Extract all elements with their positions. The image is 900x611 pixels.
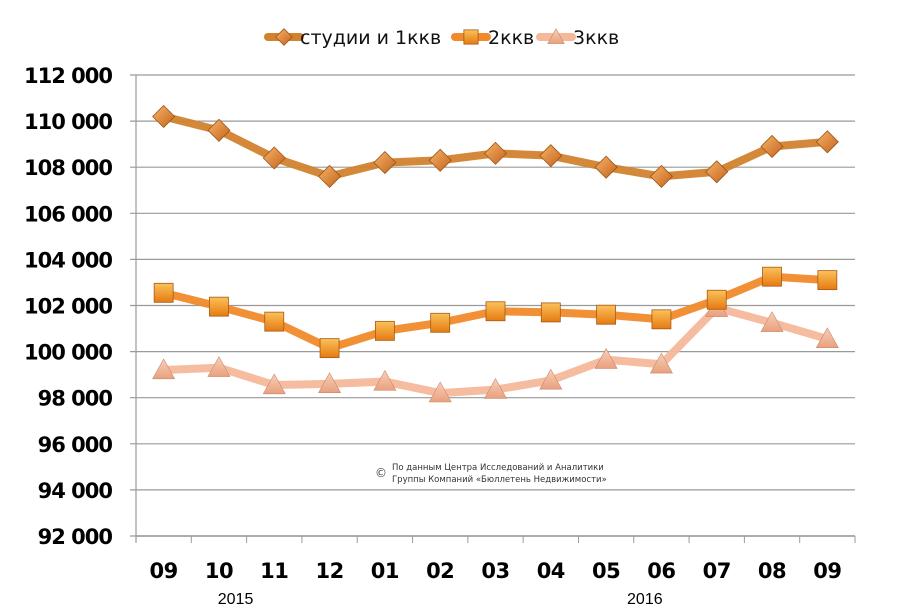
x-tick-label: 12 (315, 559, 343, 583)
data-point (428, 381, 452, 403)
y-tick-label: 106 000 (24, 202, 112, 226)
data-point (649, 352, 673, 374)
data-point (318, 372, 342, 393)
data-point (262, 373, 286, 395)
series-2 (153, 266, 838, 359)
annotation-line-2: Группы Компаний «Бюллетень Недвижимости» (392, 475, 607, 485)
legend-label: 2ккв (488, 27, 534, 49)
data-point (319, 338, 340, 359)
data-point (485, 301, 506, 322)
x-tick-label: 09 (150, 559, 178, 583)
data-point (318, 164, 342, 188)
data-point (430, 312, 451, 333)
legend-item: 2ккв (451, 27, 534, 49)
data-point (153, 282, 174, 303)
annotation-line-1: По данным Центра Исследований и Аналитик… (392, 463, 604, 473)
x-tick-label: 07 (703, 559, 731, 583)
data-point (262, 146, 286, 170)
copyright-symbol: © (375, 466, 387, 480)
x-tick-label: 06 (647, 559, 675, 583)
legend-label: 3ккв (573, 27, 619, 49)
y-tick-label: 92 000 (38, 525, 113, 549)
y-tick-label: 96 000 (38, 433, 113, 457)
data-point (373, 369, 397, 391)
x-tick-label: 05 (592, 559, 620, 583)
y-tick-label: 98 000 (38, 387, 113, 411)
data-point (651, 309, 672, 330)
data-point (428, 148, 452, 172)
data-point (760, 134, 784, 159)
data-point (209, 296, 229, 317)
legend-item: студии и 1ккв (264, 27, 441, 49)
x-tick-label: 02 (426, 559, 454, 583)
data-point (152, 358, 176, 380)
data-point (483, 378, 508, 399)
data-point (540, 302, 561, 323)
x-tick-label: 01 (371, 559, 399, 583)
data-point (152, 104, 176, 129)
data-point (649, 164, 673, 188)
data-point (264, 311, 285, 332)
x-tick-label: 03 (481, 559, 509, 583)
year-label: 2016 (627, 591, 663, 608)
year-labels: 2015 2016 (218, 591, 663, 608)
x-tick-label: 08 (758, 559, 786, 583)
y-tick-label: 112 000 (24, 64, 112, 88)
data-point (762, 266, 782, 287)
data-point (373, 151, 397, 175)
series-group (152, 104, 839, 403)
y-axis-ticks: 92 000 94 000 96 000 98 000 100 000 102 000 10… (24, 64, 113, 549)
data-point (760, 311, 784, 332)
x-tick-label: 04 (537, 559, 565, 583)
legend: студии и 1ккв 2ккв 3ккв (264, 27, 619, 49)
data-point (594, 348, 618, 369)
year-label: 2015 (218, 591, 254, 608)
y-tick-label: 108 000 (24, 156, 112, 180)
y-tick-label: 94 000 (38, 479, 113, 503)
data-point (207, 118, 231, 142)
x-tick-label: 11 (260, 559, 288, 583)
axes (135, 75, 856, 543)
x-axis-ticks: 09 10 11 12 01 02 03 04 05 06 07 08 09 (150, 559, 842, 583)
legend-item: 3ккв (536, 27, 619, 49)
legend-marker (547, 28, 565, 44)
y-tick-label: 104 000 (24, 248, 112, 272)
data-point (539, 144, 563, 168)
data-point (815, 327, 839, 349)
data-point (539, 368, 563, 390)
x-tick-label: 09 (813, 559, 841, 583)
legend-marker (275, 28, 293, 46)
y-tick-label: 102 000 (24, 295, 112, 319)
y-tick-label: 110 000 (24, 110, 112, 134)
data-point (817, 270, 838, 291)
legend-marker (463, 29, 479, 45)
data-point (706, 289, 727, 310)
legend-label: студии и 1ккв (300, 27, 441, 49)
y-tick-label: 100 000 (24, 341, 112, 365)
data-point (483, 141, 508, 165)
series-1 (152, 104, 839, 188)
data-point (705, 160, 729, 184)
x-tick-label: 10 (205, 559, 233, 583)
data-point (374, 320, 395, 341)
data-point (594, 155, 618, 179)
data-point (596, 304, 617, 325)
data-point (815, 130, 839, 154)
data-point (207, 356, 231, 377)
series-3 (152, 296, 839, 403)
source-annotation: © По данным Центра Исследований и Аналит… (375, 463, 607, 485)
